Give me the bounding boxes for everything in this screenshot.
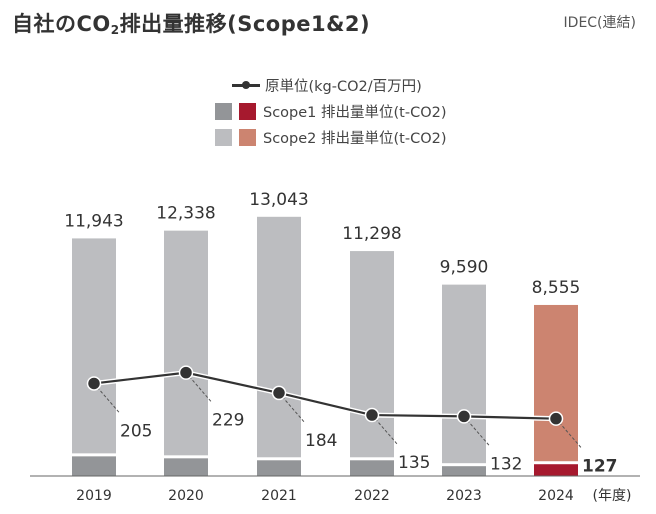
total-label-2021: 13,043 xyxy=(249,190,308,210)
legend-item-intensity: 原単位(kg-CO2/百万円) xyxy=(215,72,447,98)
scope-note: IDEC(連結) xyxy=(563,15,636,31)
intensity-point-2023 xyxy=(456,409,472,424)
bar-scope1-2019 xyxy=(72,456,116,476)
x-tick-label-2023: 2023 xyxy=(446,488,482,504)
bar-scope1-2021 xyxy=(257,460,301,476)
title-text-suffix: 排出量推移(Scope1&2) xyxy=(119,12,371,36)
scope2-past-swatch xyxy=(215,128,232,146)
intensity-point-2022 xyxy=(364,407,380,423)
line-marker-icon xyxy=(232,78,260,92)
intensity-label-2023: 132 xyxy=(490,454,522,474)
bar-scope1-2020 xyxy=(164,458,208,476)
bar-scope1-2022 xyxy=(350,460,394,476)
bar-scope2-2020 xyxy=(164,230,208,456)
bar-scope1-2023 xyxy=(442,466,486,476)
bar-scope2-2024 xyxy=(534,304,578,462)
scope1-past-swatch xyxy=(215,102,232,120)
legend-label-scope2: Scope2 排出量単位(t-CO2) xyxy=(263,130,447,147)
legend: 原単位(kg-CO2/百万円) Scope1 排出量単位(t-CO2) Scop… xyxy=(215,72,447,150)
total-label-2023: 9,590 xyxy=(440,258,489,278)
intensity-line xyxy=(93,371,557,420)
intensity-label-2024: 127 xyxy=(582,457,618,477)
intensity-line-halo xyxy=(93,370,557,422)
intensity-label-2022: 135 xyxy=(398,453,430,473)
x-tick-label-2019: 2019 xyxy=(76,488,112,504)
total-label-2019: 11,943 xyxy=(64,211,123,231)
bar-scope1-2024 xyxy=(534,464,578,476)
title-subscript: 2 xyxy=(110,23,120,37)
total-label-2022: 11,298 xyxy=(342,224,401,244)
legend-label-scope1: Scope1 排出量単位(t-CO2) xyxy=(263,104,447,121)
bar-scope2-2022 xyxy=(350,251,394,458)
scope1-current-swatch xyxy=(239,102,256,120)
x-tick-label-2021: 2021 xyxy=(261,488,297,504)
intensity-label-2020: 229 xyxy=(212,411,244,431)
intensity-point-2020 xyxy=(178,365,194,380)
legend-item-scope2: Scope2 排出量単位(t-CO2) xyxy=(215,124,447,150)
intensity-point-2019 xyxy=(86,376,102,391)
bar-scope2-2019 xyxy=(72,238,116,454)
intensity-point-2024 xyxy=(548,411,564,426)
intensity-label-2019: 205 xyxy=(120,421,152,441)
total-label-2020: 12,338 xyxy=(156,204,215,224)
chart-title: 自社のCO2排出量推移(Scope1&2) xyxy=(12,8,370,38)
bar-scope2-2023 xyxy=(442,284,486,464)
x-tick-label-2024: 2024 xyxy=(538,488,574,504)
intensity-label-2021: 184 xyxy=(305,431,337,451)
x-tick-label-2020: 2020 xyxy=(168,488,204,504)
legend-label-intensity: 原単位(kg-CO2/百万円) xyxy=(265,78,422,95)
total-label-2024: 8,555 xyxy=(532,278,581,298)
bar-scope2-2021 xyxy=(257,216,301,458)
x-tick-label-2022: 2022 xyxy=(354,488,390,504)
intensity-point-2021 xyxy=(271,385,287,401)
x-axis-unit-label: (年度) xyxy=(593,488,632,504)
scope2-current-swatch xyxy=(239,128,256,146)
title-text: 自社のCO xyxy=(12,12,111,36)
legend-item-scope1: Scope1 排出量単位(t-CO2) xyxy=(215,98,447,124)
